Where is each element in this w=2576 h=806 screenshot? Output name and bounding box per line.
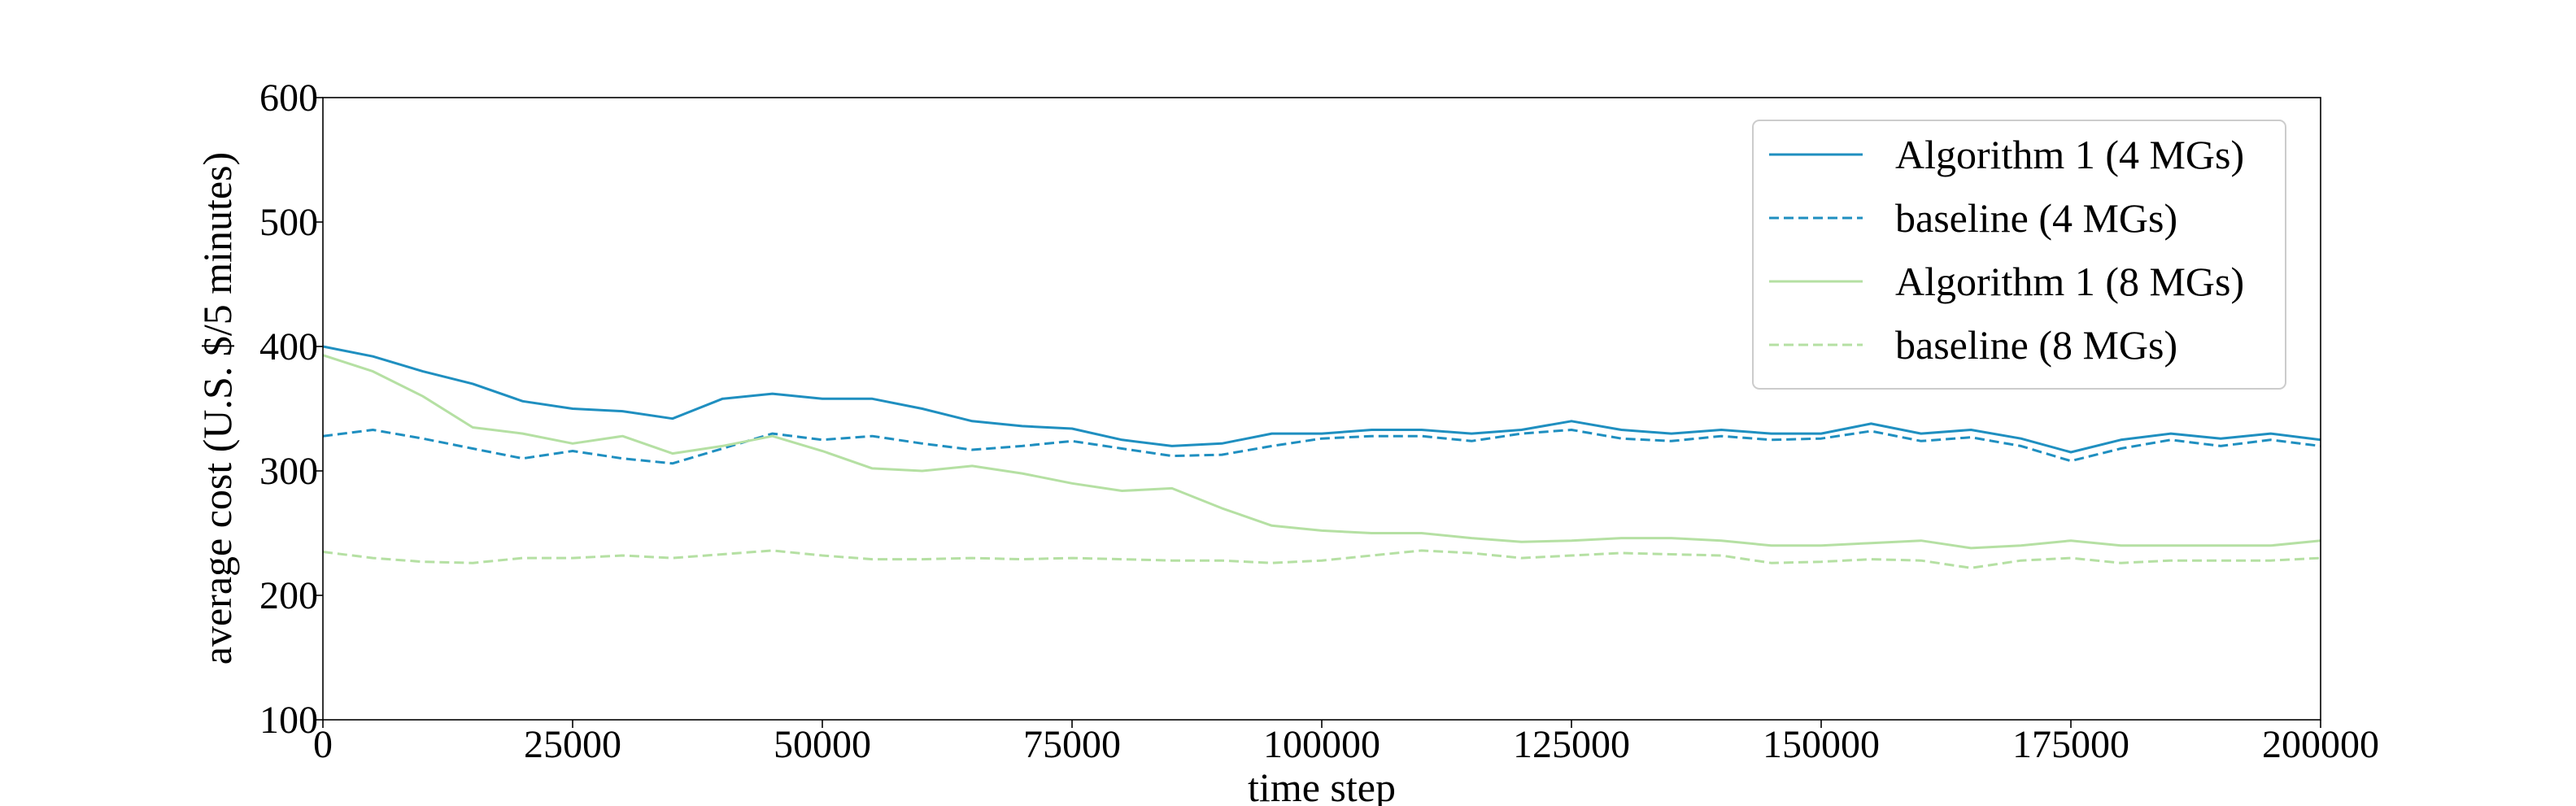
y-tick-label: 400 bbox=[259, 325, 318, 368]
series-line-2 bbox=[322, 429, 2321, 465]
x-tick-label: 150000 bbox=[1763, 723, 1880, 766]
x-tick-label: 175000 bbox=[2012, 723, 2129, 766]
series-line-4 bbox=[322, 549, 2321, 569]
y-tick-label: 200 bbox=[259, 574, 318, 617]
series-layer bbox=[322, 345, 2321, 569]
x-tick-label: 25000 bbox=[524, 723, 621, 766]
y-tick-label: 100 bbox=[259, 699, 318, 742]
legend-label-2: baseline (4 MGs) bbox=[1895, 195, 2177, 241]
y-tick-label: 600 bbox=[259, 76, 318, 120]
series-line-1 bbox=[322, 345, 2321, 454]
x-tick-label: 0 bbox=[313, 723, 333, 766]
legend-label-3: Algorithm 1 (8 MGs) bbox=[1895, 259, 2244, 304]
y-tick-label: 500 bbox=[259, 201, 318, 244]
x-tick-label: 200000 bbox=[2262, 723, 2379, 766]
x-tick-label: 75000 bbox=[1023, 723, 1121, 766]
y-tick-label: 300 bbox=[259, 450, 318, 493]
y-axis-title: average cost (U.S. $/5 minutes) bbox=[194, 152, 240, 664]
x-axis-title: time step bbox=[1248, 765, 1396, 806]
x-axis: 0 25000 50000 75000 100000 125000 150000 175000… bbox=[313, 720, 2379, 766]
legend-label-1: Algorithm 1 (4 MGs) bbox=[1895, 132, 2244, 177]
y-axis: 100 200 300 400 500 600 bbox=[259, 76, 323, 742]
legend-label-4: baseline (8 MGs) bbox=[1895, 322, 2177, 368]
x-tick-label: 100000 bbox=[1263, 723, 1380, 766]
legend-box bbox=[1752, 120, 2286, 390]
legend: Algorithm 1 (4 MGs) baseline (4 MGs) Algor… bbox=[1752, 120, 2286, 390]
series-line-3 bbox=[322, 354, 2321, 550]
x-tick-label: 50000 bbox=[774, 723, 871, 766]
x-tick-label: 125000 bbox=[1513, 723, 1630, 766]
